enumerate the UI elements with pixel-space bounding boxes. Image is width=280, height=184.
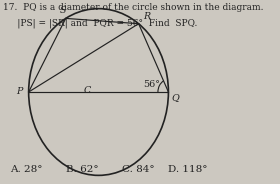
Text: 56°: 56° xyxy=(144,80,160,89)
Text: |PS| = |SR| and  PQR = 56°  Find  SPQ.: |PS| = |SR| and PQR = 56° Find SPQ. xyxy=(3,19,197,29)
Text: 17.  PQ is a diameter of the circle shown in the diagram.: 17. PQ is a diameter of the circle shown… xyxy=(3,3,263,12)
Text: B. 62°: B. 62° xyxy=(66,165,99,174)
Text: R: R xyxy=(143,13,150,21)
Text: S: S xyxy=(60,6,66,15)
Text: C: C xyxy=(83,86,90,95)
Text: C. 84°: C. 84° xyxy=(122,165,155,174)
Text: A. 28°: A. 28° xyxy=(10,165,43,174)
Text: Q: Q xyxy=(171,93,179,102)
Text: D. 118°: D. 118° xyxy=(168,165,208,174)
Text: P: P xyxy=(17,88,23,96)
